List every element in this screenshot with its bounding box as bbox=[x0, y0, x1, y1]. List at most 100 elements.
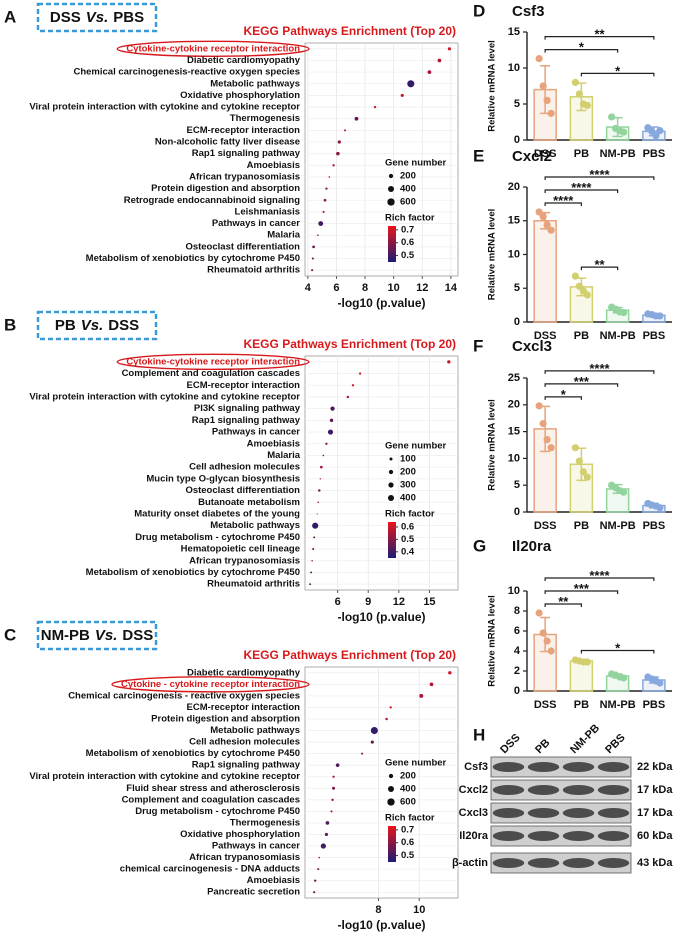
lane-label: PB bbox=[533, 737, 552, 756]
y-tick-label: Pathways in cancer bbox=[212, 218, 300, 229]
significance-bracket bbox=[544, 396, 582, 400]
dot bbox=[332, 786, 336, 790]
x-tick-label: PBS bbox=[643, 520, 666, 532]
data-point bbox=[543, 96, 551, 104]
x-tick-label: DSS bbox=[534, 699, 557, 711]
size-legend-dot bbox=[388, 469, 394, 475]
blot-band bbox=[562, 831, 595, 841]
x-tick-label: DSS bbox=[534, 148, 557, 160]
y-tick-label: Thermogenesis bbox=[230, 817, 300, 828]
size-legend-dot bbox=[388, 786, 394, 792]
lane-label: DSS bbox=[498, 732, 522, 756]
blot-band bbox=[527, 831, 560, 841]
x-tick-label: NM-PB bbox=[600, 148, 636, 160]
size-label: 17 kDa bbox=[637, 784, 673, 796]
chart-title: Cxcl2 bbox=[512, 148, 552, 165]
blot-band bbox=[527, 785, 560, 795]
size-label: 43 kDa bbox=[637, 857, 673, 869]
x-tick-label: PB bbox=[574, 148, 589, 160]
significance-label: * bbox=[579, 40, 585, 55]
y-tick-label: Rap1 signaling pathway bbox=[192, 415, 301, 426]
row-label: Il20ra bbox=[459, 830, 489, 842]
comparison-group2: DSS bbox=[108, 317, 139, 334]
y-tick-label: Cytokine-cytokine receptor interaction bbox=[126, 43, 300, 54]
blot-band bbox=[562, 762, 595, 772]
significance-label: **** bbox=[589, 568, 610, 583]
data-point bbox=[547, 444, 555, 452]
chart-title: Cxcl3 bbox=[512, 338, 552, 355]
comparison-group1: DSS bbox=[50, 9, 81, 26]
x-tick-label: 12 bbox=[416, 282, 428, 294]
size-legend-label: 200 bbox=[400, 171, 416, 182]
dot bbox=[447, 47, 451, 51]
y-tick-label: Malaria bbox=[267, 230, 300, 241]
blot-band bbox=[562, 785, 595, 795]
y-tick-label: Cell adhesion molecules bbox=[189, 462, 300, 473]
data-point bbox=[539, 213, 547, 221]
y-tick-label: Pathways in cancer bbox=[212, 841, 300, 852]
significance-bracket bbox=[544, 603, 582, 607]
blot-strip bbox=[490, 852, 632, 874]
significance-bracket bbox=[544, 49, 619, 53]
dot bbox=[324, 832, 328, 837]
y-tick-label: Protein digestion and absorption bbox=[151, 713, 300, 724]
y-tick-label: Amoebiasis bbox=[247, 160, 300, 171]
y-tick-label: 0 bbox=[514, 134, 520, 146]
colorbar-label: 0.5 bbox=[401, 250, 415, 261]
dot bbox=[407, 80, 415, 88]
y-axis-title: Relative mRNA level bbox=[487, 399, 498, 491]
data-point bbox=[583, 101, 591, 110]
panel-label: H bbox=[473, 725, 485, 744]
data-point bbox=[535, 55, 543, 63]
y-tick-label: Fluid shear stress and atherosclerosis bbox=[126, 783, 300, 794]
size-legend-label: 400 bbox=[400, 493, 416, 504]
y-tick-label: PI3K signaling pathway bbox=[194, 403, 301, 414]
panel-label: B bbox=[4, 315, 16, 334]
significance-bracket bbox=[544, 189, 619, 193]
x-tick-label: 15 bbox=[423, 596, 435, 608]
panel-label: F bbox=[473, 336, 483, 355]
x-tick-label: 4 bbox=[305, 282, 312, 294]
significance-label: ** bbox=[558, 594, 569, 609]
y-tick-label: 15 bbox=[508, 215, 520, 227]
data-point bbox=[583, 291, 591, 299]
comparison-vs: Vs. bbox=[95, 627, 118, 644]
data-point bbox=[547, 109, 555, 117]
size-label: 17 kDa bbox=[637, 807, 673, 819]
dot bbox=[331, 798, 334, 801]
colorbar bbox=[388, 826, 396, 862]
blot-band bbox=[597, 831, 630, 841]
y-tick-label: Diabetic cardiomyopathy bbox=[187, 55, 301, 66]
colorbar-label: 0.5 bbox=[401, 534, 415, 545]
blot-band bbox=[597, 808, 630, 818]
dot bbox=[370, 740, 374, 744]
blot-band bbox=[492, 831, 525, 841]
x-tick-label: 9 bbox=[365, 596, 371, 608]
comparison-box bbox=[36, 2, 158, 33]
colorbar-label: 0.4 bbox=[401, 546, 415, 557]
dot bbox=[336, 151, 340, 156]
significance-bracket bbox=[544, 202, 582, 206]
significance-label: ** bbox=[594, 27, 605, 42]
dot bbox=[447, 360, 451, 364]
y-tick-label: 10 bbox=[508, 248, 520, 260]
y-tick-label: 0 bbox=[514, 685, 520, 697]
y-tick-label: Complement and coagulation cascades bbox=[122, 368, 300, 379]
significance-bracket bbox=[580, 72, 655, 77]
y-tick-label: Amoebiasis bbox=[247, 438, 300, 449]
chart-title: Csf3 bbox=[512, 3, 545, 20]
y-tick-label: ECM-receptor interaction bbox=[187, 125, 301, 136]
blot-strip bbox=[490, 825, 632, 847]
dot bbox=[317, 501, 320, 503]
size-legend-label: 200 bbox=[400, 467, 416, 478]
dot bbox=[312, 522, 319, 529]
blot-band bbox=[562, 808, 595, 818]
size-legend-dot bbox=[388, 495, 394, 501]
blot-band bbox=[597, 785, 630, 795]
dot bbox=[316, 513, 318, 515]
size-legend-dot bbox=[388, 186, 394, 192]
data-point bbox=[575, 90, 583, 98]
data-point bbox=[543, 221, 551, 229]
blot-band bbox=[492, 785, 525, 795]
comparison-title: DSS Vs. PBS bbox=[50, 9, 144, 26]
